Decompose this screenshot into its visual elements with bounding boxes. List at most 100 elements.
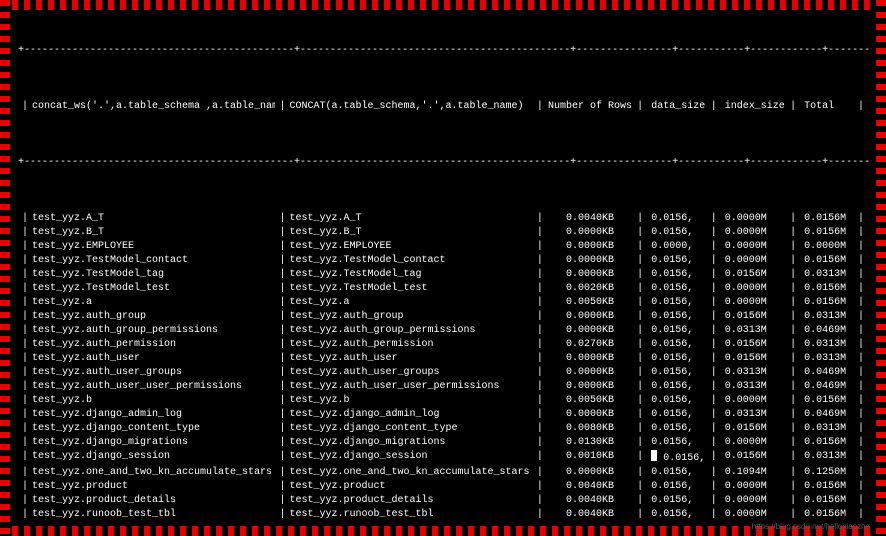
table-row: |test_yyz.django_session|test_yyz.django… (18, 450, 868, 466)
table-cell: 0.0156, (647, 324, 707, 338)
table-cell: 0.0156M (721, 450, 786, 466)
table-cell: 0.1094M (721, 466, 786, 480)
table-row: |test_yyz.EMPLOYEE|test_yyz.EMPLOYEE|0.0… (18, 240, 868, 254)
col-separator: | (786, 408, 800, 422)
col-separator: | (18, 226, 32, 240)
col-separator: | (533, 422, 547, 436)
col-separator: | (707, 352, 721, 366)
col-separator: | (633, 450, 647, 466)
col-separator: | (854, 338, 868, 352)
table-cell: 0.0156, (647, 422, 707, 436)
table-cell: test_yyz.auth_user (32, 352, 275, 366)
col-separator: | (633, 338, 647, 352)
table-cell: test_yyz.one_and_two_kn_accumulate_stars (32, 466, 275, 480)
col-separator: | (633, 480, 647, 494)
col-separator: | (18, 494, 32, 508)
table-cell: 0.0080KB (547, 422, 633, 436)
col-separator: | (707, 212, 721, 226)
table-cell: 0.0469M (800, 366, 854, 380)
col-separator: | (707, 380, 721, 394)
table-row: |test_yyz.auth_user|test_yyz.auth_user|0… (18, 352, 868, 366)
col-separator: | (533, 240, 547, 254)
col-separator: | (707, 408, 721, 422)
col-separator: | (786, 366, 800, 380)
col-separator: | (633, 508, 647, 522)
terminal-output[interactable]: +---------------------------------------… (14, 12, 872, 522)
col-separator: | (18, 466, 32, 480)
table-cell: 0.0000KB (547, 380, 633, 394)
col-separator: | (533, 394, 547, 408)
col-separator: | (786, 466, 800, 480)
table-row: | test_yyz.auth_permission | test_yyz.auth_… (18, 338, 868, 352)
col-separator: | (707, 466, 721, 480)
col-separator: | (854, 380, 868, 394)
table-cell: 0.0156, (647, 366, 707, 380)
col-separator: | (275, 212, 289, 226)
col-separator: | (18, 100, 32, 114)
col-separator: | (786, 268, 800, 282)
table-cell: test_yyz.auth_permission (289, 338, 532, 352)
col-separator: | (533, 366, 547, 380)
table-row: |test_yyz.b|test_yyz.b|0.0050KB|0.0156,|… (18, 394, 868, 408)
table-cell: test_yyz.b (32, 394, 275, 408)
col-separator: | (707, 338, 721, 352)
col-separator: | (854, 366, 868, 380)
col-separator: | (707, 310, 721, 324)
table-cell: 0.0313M (721, 380, 786, 394)
col-separator: | (786, 212, 800, 226)
col-separator: | (275, 494, 289, 508)
table-cell: 0.0000KB (547, 268, 633, 282)
col-separator: | (18, 240, 32, 254)
col-separator: | (275, 268, 289, 282)
table-cell: 0.0156, (647, 352, 707, 366)
table-cell: 0.0000M (721, 394, 786, 408)
table-header-row: | concat_ws('.',a.table_schema ,a.table_… (18, 100, 868, 114)
col-separator: | (854, 240, 868, 254)
col-separator: | (707, 254, 721, 268)
col-separator: | (707, 100, 721, 114)
col-separator: | (786, 380, 800, 394)
col-separator: | (786, 352, 800, 366)
table-cell: test_yyz.TestModel_tag (289, 268, 532, 282)
col-separator: | (854, 254, 868, 268)
col-separator: | (707, 268, 721, 282)
col-separator: | (275, 436, 289, 450)
table-cell: test_yyz.auth_group_permissions (289, 324, 532, 338)
col-separator: | (854, 394, 868, 408)
table-cell: 0.0130KB (547, 436, 633, 450)
col-separator: | (633, 212, 647, 226)
col-separator: | (786, 282, 800, 296)
source-watermark: https://blog.csdn.net/helloxiaozhe (752, 520, 870, 534)
col-header-total: Total (800, 100, 854, 114)
table-cell: test_yyz.django_session (32, 450, 275, 466)
col-separator: | (854, 480, 868, 494)
table-cell: 0.0313M (800, 352, 854, 366)
table-cell: 0.0000M (721, 282, 786, 296)
col-separator: | (854, 296, 868, 310)
col-separator: | (707, 450, 721, 466)
col-separator: | (786, 450, 800, 466)
col-separator: | (854, 436, 868, 450)
col-separator: | (533, 450, 547, 466)
table-cell: test_yyz.b (289, 394, 532, 408)
table-cell: test_yyz.auth_permission (32, 338, 275, 352)
table-cell: 0.0010KB (547, 450, 633, 466)
table-row: |test_yyz.auth_group|test_yyz.auth_group… (18, 310, 868, 324)
col-separator: | (275, 254, 289, 268)
col-separator: | (854, 494, 868, 508)
table-cell: 0.0469M (800, 380, 854, 394)
table-cell: test_yyz.product (32, 480, 275, 494)
col-separator: | (854, 310, 868, 324)
col-separator: | (533, 352, 547, 366)
table-cell: test_yyz.a (289, 296, 532, 310)
col-separator: | (633, 352, 647, 366)
table-cell: 0.0270KB (547, 338, 633, 352)
table-cell: 0.0156M (800, 436, 854, 450)
col-separator: | (854, 268, 868, 282)
col-separator: | (18, 282, 32, 296)
frame-border-left (0, 0, 10, 536)
col-separator: | (533, 408, 547, 422)
col-separator: | (533, 212, 547, 226)
table-cell: 0.0000M (721, 226, 786, 240)
col-separator: | (786, 100, 800, 114)
